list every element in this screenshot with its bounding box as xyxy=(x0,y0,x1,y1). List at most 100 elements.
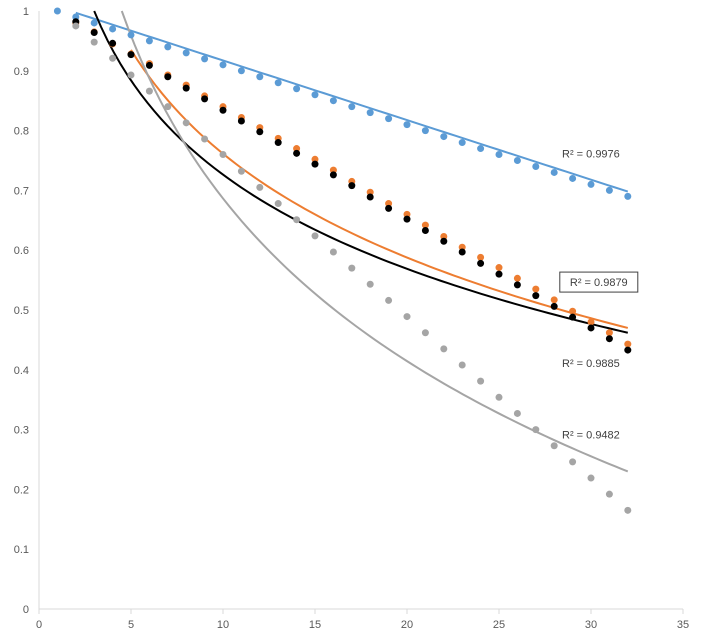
data-point-series-1 xyxy=(127,31,135,39)
y-tick-label: 0.9 xyxy=(14,66,29,78)
data-point-series-1 xyxy=(421,127,429,135)
data-point-series-4 xyxy=(366,280,374,288)
r2-label-series-1: R² = 0.9976 xyxy=(562,149,620,161)
x-axis-ticks: 0 5 10 15 20 25 30 35 xyxy=(36,609,689,631)
data-point-series-4 xyxy=(293,216,301,224)
data-point-series-2 xyxy=(329,166,337,174)
data-point-series-4 xyxy=(605,490,613,498)
data-point-series-4 xyxy=(385,296,393,304)
data-point-series-4 xyxy=(164,103,172,111)
data-point-series-3 xyxy=(274,139,282,147)
data-point-series-1 xyxy=(477,145,485,153)
data-point-series-3 xyxy=(532,292,540,300)
data-point-series-2 xyxy=(440,232,448,240)
data-point-series-1 xyxy=(569,174,577,182)
trendline-series-2 xyxy=(130,49,629,329)
data-point-series-1 xyxy=(366,109,374,117)
r2-label-series-4: R² = 0.9482 xyxy=(562,430,620,442)
data-point-series-1 xyxy=(440,133,448,141)
data-point-series-3 xyxy=(605,335,613,343)
data-point-series-2 xyxy=(311,155,319,163)
data-point-series-2 xyxy=(495,264,503,272)
data-point-series-2 xyxy=(421,221,429,229)
data-point-series-3 xyxy=(366,193,374,201)
data-point-series-1 xyxy=(256,73,264,81)
y-tick-label: 0.8 xyxy=(14,126,29,138)
data-point-series-1 xyxy=(274,79,282,87)
data-point-series-1 xyxy=(605,186,613,194)
data-point-series-4 xyxy=(237,167,245,175)
data-point-series-1 xyxy=(164,43,172,51)
data-point-series-4 xyxy=(274,200,282,208)
r2-labels: R² = 0.9976 R² = 0.9879 R² = 0.9885 R² = 0.… xyxy=(559,149,639,442)
data-point-series-3 xyxy=(403,215,411,223)
x-tick-label: 0 xyxy=(36,619,42,631)
data-point-series-3 xyxy=(164,73,172,81)
y-tick-label: 0.2 xyxy=(14,484,29,496)
data-point-series-4 xyxy=(90,38,98,46)
data-point-series-1 xyxy=(385,115,393,123)
data-point-series-1 xyxy=(109,25,117,33)
data-point-series-2 xyxy=(532,285,540,293)
data-point-series-3 xyxy=(182,84,190,92)
data-point-series-1 xyxy=(513,157,521,164)
data-point-series-1 xyxy=(495,151,503,159)
data-point-series-3 xyxy=(569,313,577,321)
data-point-series-2 xyxy=(605,329,613,337)
data-point-series-3 xyxy=(219,106,227,114)
data-point-series-4 xyxy=(145,87,153,95)
x-tick-label: 15 xyxy=(309,619,321,631)
data-point-series-4 xyxy=(182,119,190,127)
data-point-series-4 xyxy=(201,135,209,143)
data-point-series-1 xyxy=(532,162,540,170)
y-tick-label: 0.6 xyxy=(14,245,29,257)
data-point-series-4 xyxy=(403,313,411,321)
data-point-series-3 xyxy=(311,160,319,168)
data-points xyxy=(53,7,632,514)
data-point-series-3 xyxy=(624,346,632,354)
x-tick-label: 5 xyxy=(128,619,134,631)
data-point-series-3 xyxy=(477,259,485,267)
trendline-series-1 xyxy=(75,11,629,193)
data-point-series-4 xyxy=(329,248,337,256)
data-point-series-4 xyxy=(477,377,485,385)
data-point-series-3 xyxy=(587,324,595,332)
data-point-series-3 xyxy=(145,61,153,69)
data-point-series-3 xyxy=(127,51,135,59)
data-point-series-2 xyxy=(569,307,577,315)
data-point-series-1 xyxy=(329,97,337,105)
data-point-series-3 xyxy=(495,270,503,278)
data-point-series-3 xyxy=(329,171,337,179)
data-point-series-4 xyxy=(569,458,577,466)
data-point-series-4 xyxy=(532,426,540,434)
data-point-series-1 xyxy=(587,180,595,188)
trendline-series-4 xyxy=(120,10,629,473)
data-point-series-4 xyxy=(219,151,227,159)
data-point-series-4 xyxy=(458,361,466,369)
y-tick-label: 0.3 xyxy=(14,425,29,437)
data-point-series-1 xyxy=(237,67,245,75)
data-point-series-4 xyxy=(513,409,521,417)
x-tick-label: 35 xyxy=(677,619,689,631)
y-axis-ticks: 0 0.1 0.2 0.3 0.4 0.5 0.6 0.7 0.8 0.9 1 xyxy=(14,6,29,616)
y-tick-label: 0 xyxy=(23,604,29,616)
data-point-series-4 xyxy=(440,345,448,353)
data-point-series-3 xyxy=(201,95,209,103)
data-point-series-3 xyxy=(256,128,264,136)
r2-label-series-2: R² = 0.9879 xyxy=(570,277,628,289)
y-tick-label: 1 xyxy=(23,6,29,18)
axes xyxy=(38,11,683,610)
data-point-series-2 xyxy=(293,145,301,153)
data-point-series-4 xyxy=(109,54,117,62)
data-point-series-3 xyxy=(348,182,356,190)
data-point-series-4 xyxy=(72,22,80,30)
data-point-series-4 xyxy=(421,329,429,337)
trendline-series-3 xyxy=(93,10,629,334)
r2-label-series-3: R² = 0.9885 xyxy=(562,358,620,370)
x-tick-label: 20 xyxy=(401,619,413,631)
data-point-series-1 xyxy=(293,85,301,93)
data-point-series-1 xyxy=(53,7,61,15)
data-point-series-4 xyxy=(348,264,356,272)
data-point-series-2 xyxy=(477,253,485,261)
